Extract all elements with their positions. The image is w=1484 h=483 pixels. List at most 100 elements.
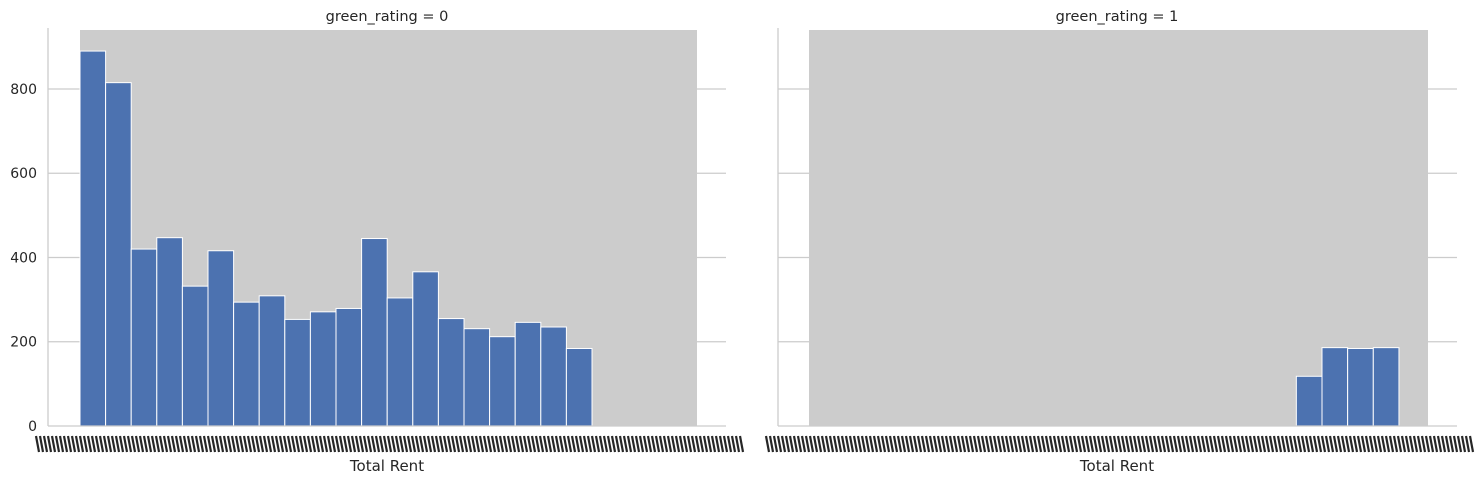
x-tick-mark	[916, 435, 923, 453]
x-tick-mark	[178, 435, 185, 453]
x-tick-mark	[836, 435, 843, 453]
x-tick-mark	[390, 435, 397, 453]
x-tick-mark	[1440, 435, 1447, 453]
x-tick-mark	[94, 435, 101, 453]
x-tick-mark	[450, 435, 457, 453]
x-tick-mark	[614, 435, 621, 453]
x-tick-mark	[1244, 435, 1251, 453]
x-tick-mark	[1048, 435, 1055, 453]
x-tick-mark	[1064, 435, 1071, 453]
x-tick-mark	[1316, 435, 1323, 453]
histogram-bar	[1372, 347, 1400, 427]
x-tick-mark	[382, 435, 389, 453]
panel-title: green_rating = 0	[326, 9, 449, 25]
x-tick-mark	[1108, 435, 1115, 453]
x-tick-mark	[776, 435, 783, 453]
x-tick-mark	[1268, 435, 1275, 453]
x-tick-mark	[206, 435, 213, 453]
x-tick-mark	[888, 435, 895, 453]
x-tick-mark	[122, 435, 129, 453]
x-tick-mark	[38, 435, 45, 453]
x-tick-mark	[1256, 435, 1263, 453]
x-tick-mark	[646, 435, 653, 453]
x-tick-mark	[1076, 435, 1083, 453]
x-tick-mark	[394, 435, 401, 453]
x-tick-mark	[286, 435, 293, 453]
x-tick-mark	[718, 435, 725, 453]
x-tick-mark	[1236, 435, 1243, 453]
x-tick-mark	[518, 435, 525, 453]
x-tick-mark	[694, 435, 701, 453]
x-tick-mark	[458, 435, 465, 453]
x-tick-mark	[1392, 435, 1399, 453]
x-tick-mark	[334, 435, 341, 453]
x-tick-mark	[158, 435, 165, 453]
histogram-bar	[156, 237, 183, 427]
x-tick-mark	[960, 435, 967, 453]
x-tick-mark	[1104, 435, 1111, 453]
x-tick-mark	[266, 435, 273, 453]
x-tick-mark	[218, 435, 225, 453]
histogram-bar	[284, 318, 311, 427]
x-tick-mark	[398, 435, 405, 453]
x-tick-mark	[1040, 435, 1047, 453]
x-tick-mark	[912, 435, 919, 453]
x-tick-mark	[1328, 435, 1335, 453]
x-tick-mark	[386, 435, 393, 453]
histogram-bar	[361, 238, 388, 427]
x-tick-mark	[542, 435, 549, 453]
x-tick-mark	[1044, 435, 1051, 453]
x-tick-mark	[964, 435, 971, 453]
histogram-bar	[258, 295, 286, 427]
x-tick-mark	[438, 435, 445, 453]
x-tick-mark	[566, 435, 573, 453]
x-tick-mark	[868, 435, 875, 453]
x-tick-mark	[1124, 435, 1131, 453]
x-tick-mark	[634, 435, 641, 453]
x-tick-mark	[1192, 435, 1199, 453]
x-tick-mark	[1032, 435, 1039, 453]
x-tick-mark	[58, 435, 65, 453]
x-tick-mark	[470, 435, 477, 453]
x-tick-mark	[650, 435, 657, 453]
x-tick-mark	[1336, 435, 1343, 453]
x-tick-mark	[202, 435, 209, 453]
x-tick-mark	[980, 435, 987, 453]
x-tick-mark	[98, 435, 105, 453]
x-tick-mark	[1308, 435, 1315, 453]
x-tick-mark	[1208, 435, 1215, 453]
x-tick-mark	[1096, 435, 1103, 453]
x-tick-mark	[162, 435, 169, 453]
x-tick-mark	[1084, 435, 1091, 453]
x-tick-mark	[1116, 435, 1123, 453]
x-tick-mark	[1412, 435, 1419, 453]
x-tick-mark	[1160, 435, 1167, 453]
y-tick-label: 0	[28, 419, 37, 435]
x-tick-mark	[226, 435, 233, 453]
histogram-bar	[540, 326, 567, 427]
x-tick-mark	[884, 435, 891, 453]
x-tick-mark	[1228, 435, 1235, 453]
x-tick-mark	[788, 435, 795, 453]
x-tick-mark	[892, 435, 899, 453]
x-tick-mark	[812, 435, 819, 453]
x-tick-mark	[186, 435, 193, 453]
x-tick-mark	[1204, 435, 1211, 453]
x-tick-mark	[904, 435, 911, 453]
x-tick-mark	[1196, 435, 1203, 453]
panel-green-rating-0: green_rating = 0 0 200 400 600 800 Total Ren…	[10, 9, 745, 475]
x-tick-mark	[538, 435, 545, 453]
x-tick-mark	[1404, 435, 1411, 453]
x-tick-mark	[872, 435, 879, 453]
x-tick-mark	[1188, 435, 1195, 453]
x-tick-mark	[402, 435, 409, 453]
x-tick-mark	[988, 435, 995, 453]
x-tick-mark	[130, 435, 137, 453]
x-tick-mark	[952, 435, 959, 453]
x-tick-mark	[1276, 435, 1283, 453]
x-tick-mark	[920, 435, 927, 453]
x-tick-mark	[214, 435, 221, 453]
histogram-bar	[309, 311, 337, 427]
x-tick-mark	[1248, 435, 1255, 453]
x-tick-mark	[506, 435, 513, 453]
